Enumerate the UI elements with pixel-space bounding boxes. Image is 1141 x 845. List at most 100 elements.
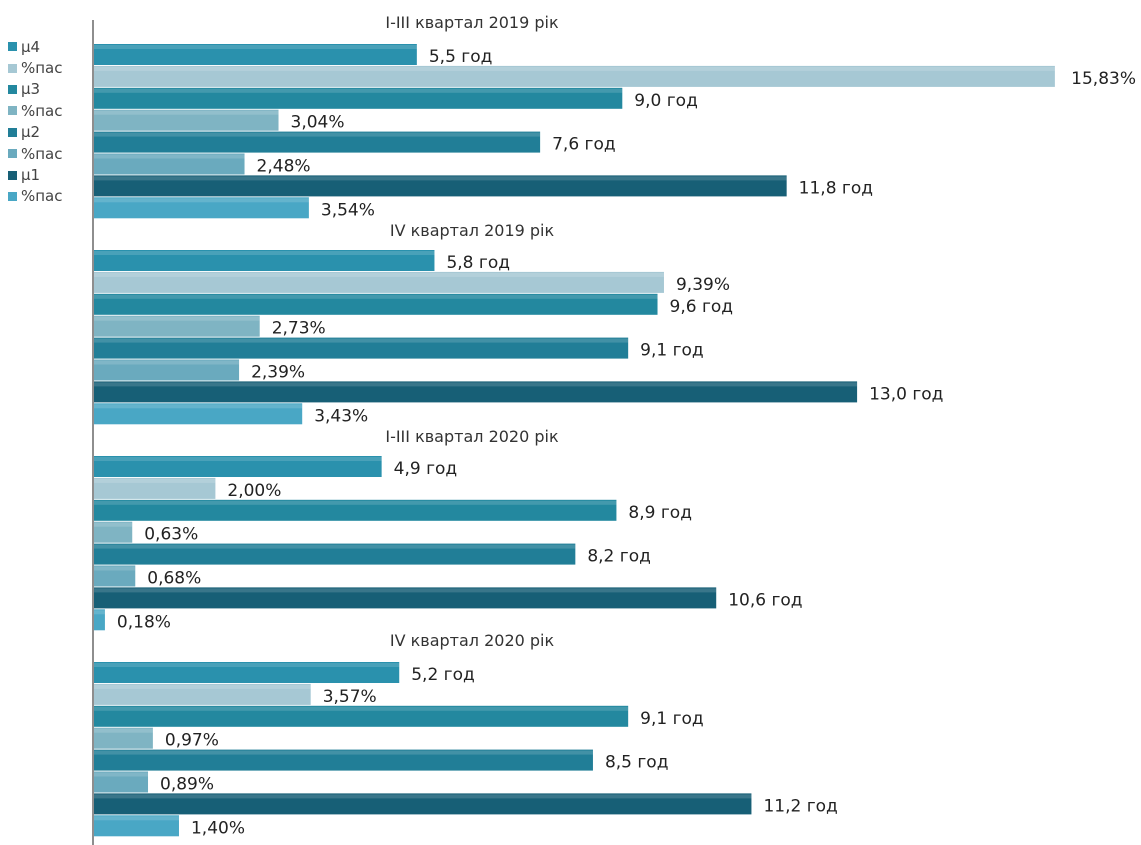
bar-highlight <box>94 198 309 203</box>
legend-label: %пас <box>21 59 63 78</box>
legend-item-pas1: %пас <box>8 186 118 207</box>
bar-pas1 <box>94 815 179 837</box>
legend-label: %пас <box>21 187 63 206</box>
legend-swatch <box>8 127 17 137</box>
data-label: 0,89% <box>160 775 214 795</box>
legend-item-mu4: μ4 <box>8 36 118 57</box>
legend-item-mu1: μ1 <box>8 164 118 185</box>
bar-highlight <box>94 176 787 181</box>
data-label: 2,00% <box>227 481 281 501</box>
legend-item-mu3: μ3 <box>8 79 118 100</box>
legend-item-pas3: %пас <box>8 100 118 121</box>
bar-highlight <box>94 132 541 137</box>
legend-swatch <box>8 63 17 73</box>
bar-mu3 <box>94 705 629 727</box>
legend-swatch <box>8 106 17 116</box>
bar-pas4 <box>94 477 216 499</box>
legend-label: μ3 <box>21 80 41 99</box>
data-label: 0,63% <box>144 525 198 545</box>
bars-layer <box>94 44 1055 837</box>
data-label: 4,9 год <box>394 459 458 479</box>
legend-swatch <box>8 149 17 159</box>
bar-highlight <box>94 382 858 387</box>
bar-pas3 <box>94 521 133 543</box>
data-label: 2,39% <box>251 363 305 383</box>
bar-highlight <box>94 294 658 299</box>
bar-highlight <box>94 154 245 159</box>
data-label: 2,48% <box>257 157 311 177</box>
legend-swatch <box>8 170 17 180</box>
bar-pas2 <box>94 565 136 587</box>
bar-pas4 <box>94 65 1055 87</box>
bar-mu4 <box>94 250 435 271</box>
data-label: 13,0 год <box>869 384 943 404</box>
data-label: 5,2 год <box>411 665 475 685</box>
bar-highlight <box>94 544 576 549</box>
bar-pas3 <box>94 315 260 337</box>
data-label: 9,6 год <box>670 297 734 317</box>
legend-label: μ2 <box>21 123 41 142</box>
bar-mu3 <box>94 87 623 109</box>
bar-highlight <box>94 684 311 689</box>
group-title: I-III квартал 2019 рік <box>385 13 559 32</box>
bar-highlight <box>94 66 1055 71</box>
data-label: 3,57% <box>323 687 377 707</box>
bar-pas3 <box>94 109 279 131</box>
bar-highlight <box>94 88 623 93</box>
bar-mu1 <box>94 587 717 609</box>
data-label: 9,1 год <box>640 709 704 729</box>
group-title: I-III квартал 2020 рік <box>385 427 559 446</box>
bar-highlight <box>94 610 105 615</box>
data-label: 8,2 год <box>587 547 651 567</box>
bar-pas4 <box>94 683 311 705</box>
bar-mu3 <box>94 293 658 315</box>
bar-highlight <box>94 45 417 49</box>
bar-pas1 <box>94 197 309 219</box>
bar-mu2 <box>94 543 576 565</box>
data-label: 1,40% <box>191 818 245 838</box>
data-label: 7,6 год <box>552 135 616 155</box>
bar-highlight <box>94 816 179 821</box>
data-label: 3,04% <box>291 113 345 133</box>
data-label: 15,83% <box>1071 69 1136 89</box>
bar-mu2 <box>94 337 629 359</box>
bar-highlight <box>94 272 664 277</box>
bar-highlight <box>94 772 149 777</box>
data-label: 5,8 год <box>446 253 510 273</box>
legend-label: %пас <box>21 144 63 163</box>
data-label: 9,39% <box>676 275 730 295</box>
bar-highlight <box>94 588 717 593</box>
legend-item-mu2: μ2 <box>8 122 118 143</box>
chart-legend: μ4 %пас μ3 %пас μ2 %пас μ1 %пас <box>8 36 118 207</box>
data-label: 0,18% <box>117 612 171 632</box>
bar-highlight <box>94 404 303 409</box>
bar-highlight <box>94 110 279 115</box>
data-label: 3,43% <box>314 406 368 426</box>
bar-pas2 <box>94 359 240 381</box>
bar-mu4 <box>94 456 382 477</box>
bar-highlight <box>94 794 752 799</box>
bar-mu4 <box>94 662 400 683</box>
bar-pas3 <box>94 727 153 749</box>
bar-highlight <box>94 360 240 365</box>
data-label: 8,9 год <box>628 503 692 523</box>
bar-mu1 <box>94 175 787 197</box>
bar-pas2 <box>94 771 149 793</box>
legend-swatch <box>8 42 17 52</box>
bar-pas4 <box>94 271 664 293</box>
labels-layer: I-III квартал 2019 рік 5,5 год 15,83% 9,0 г… <box>117 13 1136 838</box>
data-label: 0,68% <box>147 569 201 589</box>
bar-mu4 <box>94 44 417 65</box>
group-title: IV квартал 2019 рік <box>390 221 555 240</box>
bar-highlight <box>94 478 216 483</box>
bar-highlight <box>94 457 382 461</box>
data-label: 11,8 год <box>799 178 873 198</box>
group-title: IV квартал 2020 рік <box>390 631 555 650</box>
legend-swatch <box>8 84 17 94</box>
legend-item-pas2: %пас <box>8 143 118 164</box>
legend-label: μ1 <box>21 166 41 185</box>
data-label: 10,6 год <box>728 590 802 610</box>
bar-highlight <box>94 728 153 733</box>
legend-item-pas4: %пас <box>8 57 118 78</box>
